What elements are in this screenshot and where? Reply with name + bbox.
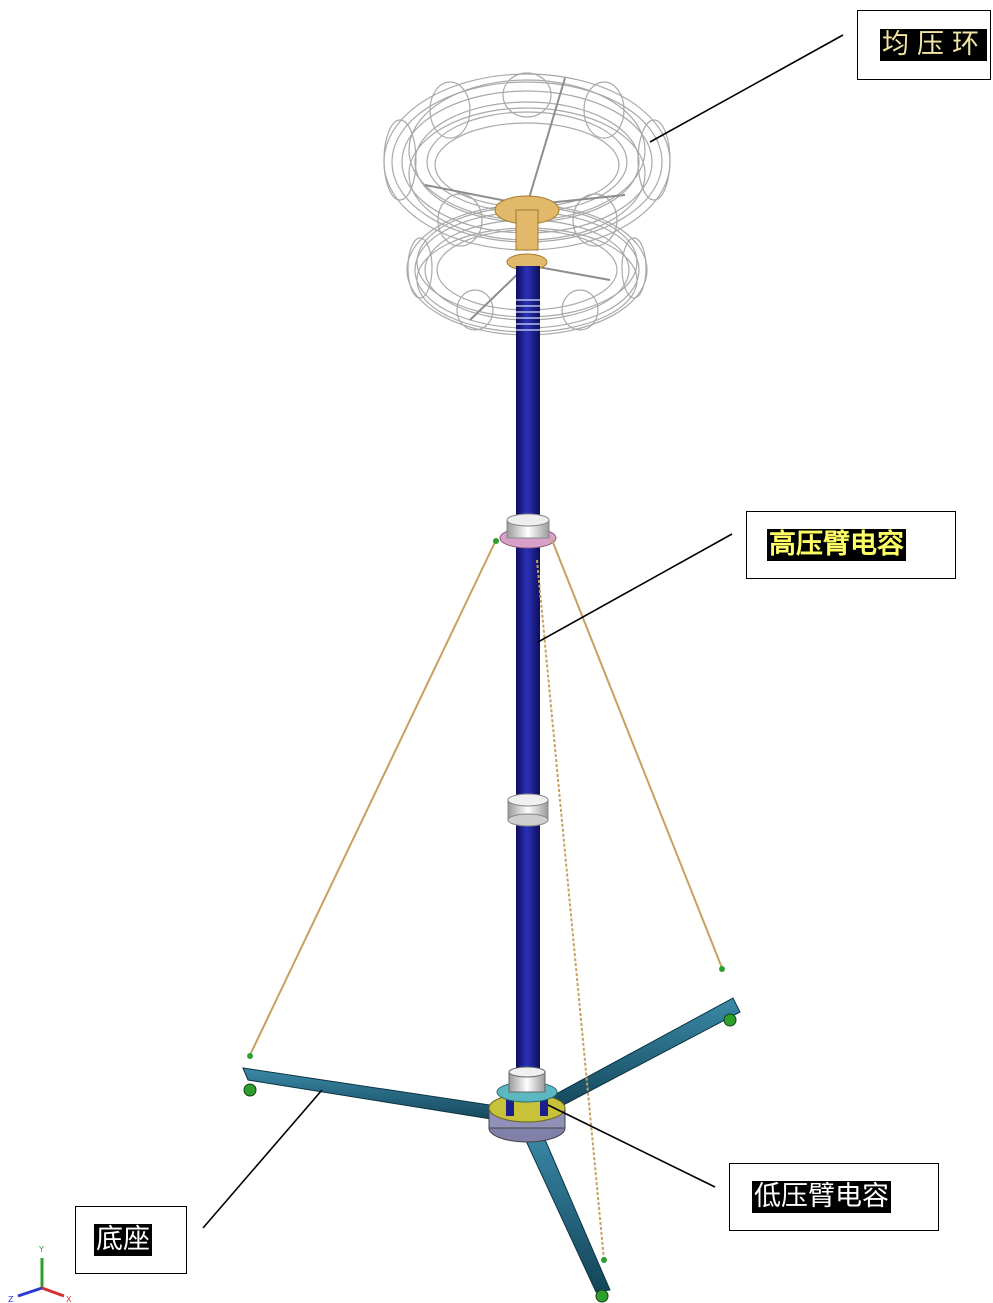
base-beam-left (242, 1067, 511, 1123)
caster-wheel (595, 1289, 609, 1303)
callout-low-voltage-capacitor: 低压臂电容 (729, 1163, 939, 1231)
base-beam-front (519, 1127, 611, 1293)
top-flange (494, 195, 560, 271)
middle-collar (507, 793, 549, 827)
guy-rope-front (536, 559, 605, 1261)
base-beam-right (544, 997, 741, 1113)
callout-grading-ring: 均压环 (857, 10, 991, 80)
caster-wheel (723, 1013, 737, 1027)
leader-low-voltage (547, 1104, 716, 1188)
callout-high-voltage-capacitor: 高压臂电容 (746, 511, 956, 579)
callout-base: 底座 (75, 1206, 187, 1274)
capacitor-column (516, 266, 540, 1076)
leader-grading-ring (649, 34, 844, 143)
leader-base (202, 1089, 323, 1229)
leader-high-voltage (537, 533, 733, 643)
axis-x-label: X (66, 1295, 72, 1303)
label-base: 底座 (94, 1224, 152, 1256)
caster-wheel (243, 1083, 257, 1097)
base (242, 997, 741, 1303)
guy-collar (499, 513, 557, 549)
leader-lines (202, 34, 844, 1229)
low-voltage-capacitor (496, 1066, 558, 1116)
axis-y-label: Y (38, 1245, 44, 1254)
label-low-voltage-capacitor: 低压臂电容 (752, 1181, 891, 1213)
label-grading-ring: 均压环 (880, 29, 987, 61)
guy-ropes (247, 538, 725, 1263)
axis-z-label: Z (8, 1295, 14, 1303)
label-high-voltage-capacitor: 高压臂电容 (767, 529, 906, 561)
guy-rope-right (551, 539, 723, 969)
axis-triad: Y X Z (8, 1245, 72, 1303)
guy-rope-left (249, 539, 497, 1056)
